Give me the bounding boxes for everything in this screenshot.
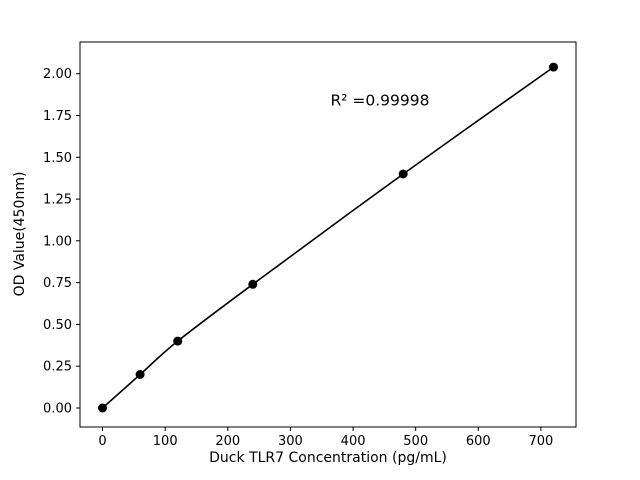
y-tick-label: 1.75 — [43, 109, 72, 124]
data-point — [98, 403, 107, 413]
y-tick-label: 0.00 — [43, 402, 72, 417]
x-tick-label: 700 — [528, 434, 553, 449]
y-tick-label: 0.75 — [43, 276, 72, 291]
axes-spine — [79, 41, 577, 428]
y-tick-label: 0.25 — [43, 360, 72, 375]
y-tick-label: 2.00 — [43, 67, 72, 82]
data-point — [398, 169, 408, 179]
x-tick-label: 500 — [403, 434, 428, 449]
data-point — [549, 62, 558, 72]
axis-ticks: 0 100 200 300 400 500 600 700 0.00 0.25 0.50 0.75 1.… — [43, 67, 553, 449]
data-point — [173, 336, 183, 346]
data-points — [98, 62, 558, 413]
x-tick-label: 300 — [278, 434, 303, 449]
x-tick-label: 200 — [215, 434, 240, 449]
y-tick-label: 1.00 — [43, 234, 72, 249]
r-squared-annotation: R² =0.99998 — [331, 92, 430, 110]
x-tick-label: 0 — [98, 434, 106, 449]
x-tick-label: 400 — [341, 434, 366, 449]
x-tick-label: 100 — [153, 434, 178, 449]
y-axis-label: OD Value(450nm) — [12, 172, 28, 297]
y-tick-label: 0.50 — [43, 318, 72, 333]
y-tick-label: 1.25 — [43, 193, 72, 208]
x-tick-label: 600 — [466, 434, 491, 449]
data-point — [135, 370, 145, 379]
x-axis-label: Duck TLR7 Concentration (pg/mL) — [209, 450, 447, 466]
y-tick-label: 1.50 — [43, 151, 72, 166]
fit-line — [101, 66, 554, 409]
data-point — [248, 279, 258, 289]
